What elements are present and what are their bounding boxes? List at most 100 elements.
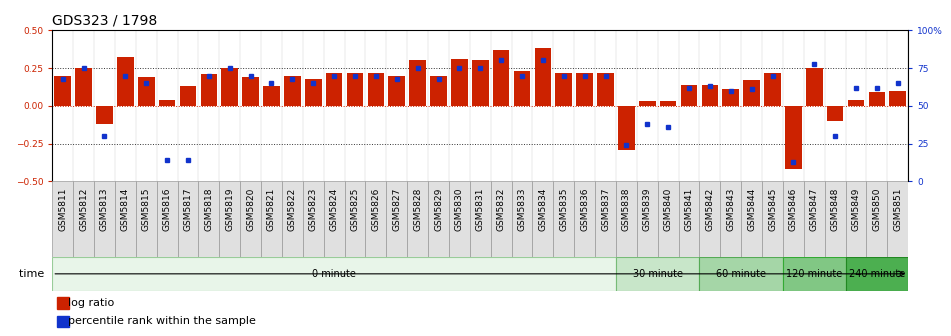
Text: GSM5815: GSM5815 <box>142 187 151 231</box>
Bar <box>472 60 489 106</box>
Bar <box>470 181 491 257</box>
Text: GSM5832: GSM5832 <box>496 187 506 231</box>
Bar <box>243 77 259 106</box>
Bar <box>305 79 321 106</box>
Text: GSM5818: GSM5818 <box>204 187 213 231</box>
Bar <box>449 181 470 257</box>
Bar <box>94 181 115 257</box>
Text: GSM5821: GSM5821 <box>267 187 276 231</box>
Bar <box>199 181 220 257</box>
Text: GSM5813: GSM5813 <box>100 187 109 231</box>
Bar <box>845 181 866 257</box>
Bar <box>805 68 823 106</box>
Bar <box>430 76 447 106</box>
Text: GSM5837: GSM5837 <box>601 187 610 231</box>
Bar <box>75 68 92 106</box>
Bar <box>96 106 113 124</box>
Bar <box>702 85 718 106</box>
Bar <box>73 181 94 257</box>
Bar <box>637 181 658 257</box>
Text: GSM5839: GSM5839 <box>643 187 651 231</box>
Bar <box>57 297 69 309</box>
Text: GSM5835: GSM5835 <box>559 187 569 231</box>
Text: GSM5822: GSM5822 <box>288 187 297 231</box>
Text: GSM5817: GSM5817 <box>184 187 192 231</box>
Bar <box>723 89 739 106</box>
Text: GSM5848: GSM5848 <box>830 187 840 231</box>
Bar <box>616 257 699 291</box>
Bar <box>679 181 699 257</box>
Bar <box>201 74 217 106</box>
Text: 60 minute: 60 minute <box>716 269 767 279</box>
Bar <box>367 73 384 106</box>
Bar <box>616 181 637 257</box>
Bar <box>660 101 676 106</box>
Text: GSM5834: GSM5834 <box>538 187 548 231</box>
Bar <box>57 316 69 327</box>
Bar <box>157 181 178 257</box>
Bar <box>868 92 885 106</box>
Bar <box>845 257 908 291</box>
Bar <box>220 181 241 257</box>
Bar <box>451 59 468 106</box>
Bar <box>222 68 238 106</box>
Bar <box>681 85 697 106</box>
Text: GSM5844: GSM5844 <box>747 187 756 231</box>
Text: GSM5826: GSM5826 <box>372 187 380 231</box>
Bar <box>302 181 323 257</box>
Bar <box>574 181 595 257</box>
Text: GSM5829: GSM5829 <box>434 187 443 231</box>
Text: 120 minute: 120 minute <box>786 269 843 279</box>
Text: GSM5833: GSM5833 <box>517 187 527 231</box>
Bar <box>136 181 157 257</box>
Bar <box>323 181 344 257</box>
Text: GSM5849: GSM5849 <box>851 187 861 231</box>
Bar <box>115 181 136 257</box>
Bar <box>847 100 864 106</box>
Bar <box>555 73 573 106</box>
Text: time: time <box>19 269 48 279</box>
Text: 240 minute: 240 minute <box>848 269 905 279</box>
Text: GSM5847: GSM5847 <box>809 187 819 231</box>
Bar <box>762 181 783 257</box>
Text: GSM5843: GSM5843 <box>727 187 735 231</box>
Bar <box>533 181 553 257</box>
Bar <box>52 181 73 257</box>
Text: GSM5845: GSM5845 <box>768 187 777 231</box>
Bar <box>326 73 342 106</box>
Text: GSM5824: GSM5824 <box>330 187 339 231</box>
Text: GSM5827: GSM5827 <box>392 187 401 231</box>
Bar <box>241 181 262 257</box>
Bar <box>785 106 802 169</box>
Bar <box>639 101 655 106</box>
Text: 0 minute: 0 minute <box>312 269 356 279</box>
Bar <box>409 60 426 106</box>
Bar <box>699 181 720 257</box>
Bar <box>386 181 407 257</box>
Text: GSM5841: GSM5841 <box>685 187 693 231</box>
Bar <box>428 181 449 257</box>
Bar <box>720 181 741 257</box>
Bar <box>744 80 760 106</box>
Text: GSM5850: GSM5850 <box>872 187 882 231</box>
Text: log ratio: log ratio <box>68 298 114 308</box>
Text: GSM5828: GSM5828 <box>413 187 422 231</box>
Bar <box>365 181 386 257</box>
Bar <box>765 73 781 106</box>
Bar <box>407 181 428 257</box>
Text: GSM5816: GSM5816 <box>163 187 171 231</box>
Bar <box>887 181 908 257</box>
Bar <box>595 181 616 257</box>
Bar <box>388 76 405 106</box>
Bar <box>889 91 906 106</box>
Text: GSM5842: GSM5842 <box>706 187 714 231</box>
Bar <box>262 181 281 257</box>
Bar <box>54 76 71 106</box>
Text: GSM5812: GSM5812 <box>79 187 88 231</box>
Bar <box>180 86 196 106</box>
Text: GSM5825: GSM5825 <box>351 187 359 231</box>
Bar <box>576 73 593 106</box>
Bar <box>138 77 155 106</box>
Bar <box>344 181 365 257</box>
Text: GSM5836: GSM5836 <box>580 187 589 231</box>
